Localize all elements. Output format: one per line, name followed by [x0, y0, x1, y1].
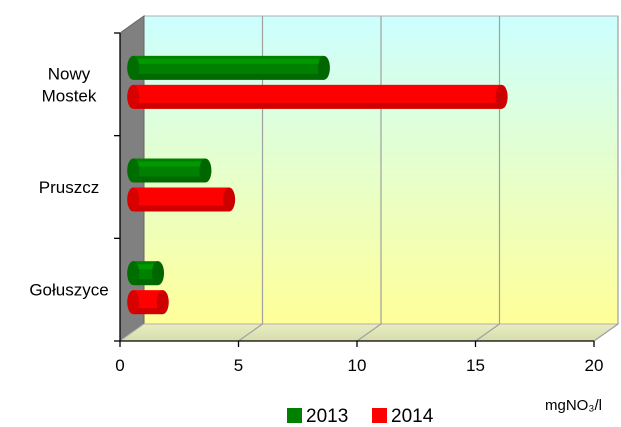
- legend-swatch-2013: [287, 408, 302, 423]
- x-tick-label-5: 5: [234, 356, 243, 375]
- legend-swatch-2014: [372, 408, 387, 423]
- bar-end-cap: [495, 84, 508, 109]
- y-tick-label-line: Gołuszyce: [29, 281, 108, 300]
- bar-end-cap: [223, 187, 236, 212]
- bar-shadow: [133, 279, 159, 286]
- bar-start-cap: [127, 187, 140, 212]
- bar-2014-1: [127, 187, 236, 212]
- bar-highlight: [133, 87, 502, 93]
- bar-highlight: [133, 190, 230, 196]
- bar-shadow: [133, 205, 230, 212]
- bar-2013-1: [127, 158, 212, 183]
- legend-label-2014: 2014: [391, 406, 434, 427]
- gridline-floor-15: [475, 323, 500, 342]
- bar-2013-0: [127, 55, 330, 80]
- bar-shadow: [133, 308, 163, 315]
- bar-shadow: [133, 102, 502, 109]
- bar-end-cap: [317, 55, 330, 80]
- y-tick-label-line: Nowy: [48, 64, 91, 83]
- bar-2014-0: [127, 84, 508, 109]
- bar-start-cap: [127, 290, 140, 315]
- x-tick-label-15: 15: [466, 356, 485, 375]
- x-axis-unit-label: mgNO₃/l: [545, 397, 602, 414]
- y-tick-label-0: Nowy Mostek: [42, 64, 97, 105]
- bar-end-cap: [156, 290, 169, 315]
- gridline-floor-5: [238, 323, 263, 342]
- bar-highlight: [133, 293, 163, 299]
- bar-start-cap: [127, 158, 140, 183]
- bar-highlight: [133, 161, 206, 167]
- bar-start-cap: [127, 261, 140, 286]
- y-tick-label-2: Gołuszyce: [29, 281, 108, 300]
- bar-highlight: [133, 58, 324, 64]
- bar-shadow: [133, 176, 206, 183]
- legend-label-2013: 2013: [306, 406, 348, 427]
- gridline-floor-10: [356, 323, 382, 342]
- bar-start-cap: [127, 55, 140, 80]
- bar-end-cap: [152, 261, 165, 286]
- bar-2014-2: [127, 290, 169, 315]
- x-tick-label-10: 10: [348, 356, 367, 375]
- y-tick-label-line: Mostek: [42, 86, 97, 105]
- x-tick-label-0: 0: [115, 356, 124, 375]
- bar-start-cap: [127, 84, 140, 109]
- bar-highlight: [133, 264, 159, 270]
- y-tick-label-1: Pruszcz: [39, 178, 99, 197]
- bar-shadow: [133, 73, 324, 80]
- x-tick-label-20: 20: [585, 356, 604, 375]
- gridline-floor-20: [593, 323, 619, 342]
- bar-end-cap: [199, 158, 212, 183]
- y-tick-label-line: Pruszcz: [39, 178, 99, 197]
- bar-2013-2: [127, 261, 165, 286]
